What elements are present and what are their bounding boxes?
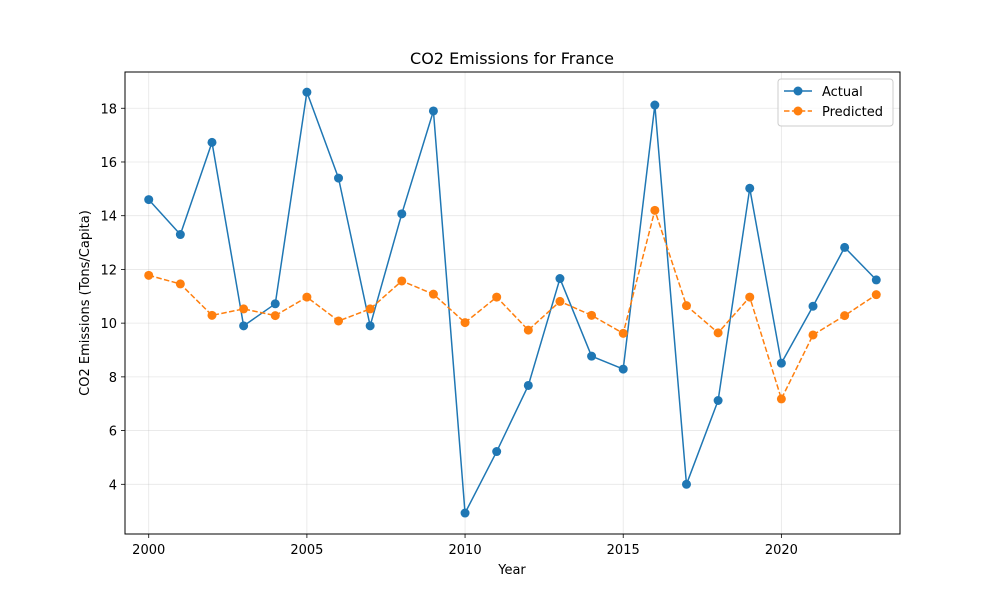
predicted-point [239,304,249,314]
actual-point [397,209,407,219]
actual-point [428,106,438,116]
actual-point [871,275,881,285]
legend: Actual Predicted [777,78,894,127]
predicted-point [397,276,407,286]
predicted-point [555,296,565,306]
predicted-point [871,290,881,300]
y-tick-label: 10 [100,317,117,332]
predicted-point [270,311,280,321]
actual-point [207,137,217,147]
x-tick-label: 2000 [132,543,165,558]
predicted-point [334,316,344,326]
y-tick-label: 4 [109,478,117,493]
predicted-point [650,205,660,215]
y-tick-label: 8 [109,371,117,386]
predicted-series-line [148,209,877,400]
actual-point [175,230,185,240]
actual-point [776,358,786,368]
predicted-point [840,311,850,321]
y-axis-label: CO2 Emissions (Tons/Capita) [78,210,93,396]
actual-point [460,508,470,518]
predicted-point [587,310,597,320]
actual-point [713,396,723,406]
y-tick-label: 6 [109,425,117,440]
actual-point [681,479,691,489]
predicted-point [207,310,217,320]
x-tick-label: 2015 [607,543,640,558]
actual-point [523,380,533,390]
y-tick-label: 16 [100,156,117,171]
predicted-point [776,394,786,404]
predicted-point [302,292,312,302]
y-tick-label: 18 [100,102,117,117]
actual-point [239,321,249,331]
actual-point [618,364,628,374]
series-layer [144,87,881,518]
predicted-point [144,270,154,280]
predicted-point [713,328,723,338]
predicted-point [428,289,438,299]
legend-predicted-marker [793,106,803,116]
grid [125,72,900,534]
predicted-point [618,328,628,338]
x-tick-label: 2005 [290,543,323,558]
y-tick-label: 12 [100,263,117,278]
legend-actual-label: Actual [822,85,863,100]
actual-point [555,274,565,284]
predicted-point [492,292,502,302]
actual-point [587,351,597,361]
actual-point [302,87,312,97]
x-axis-label: Year [497,563,526,578]
actual-point [808,301,818,311]
axes: 2000 2005 2010 2015 2020 4 6 8 10 12 14 16 18 [100,102,797,558]
actual-point [365,321,375,331]
plot-frame [124,71,901,535]
x-tick-label: 2010 [449,543,482,558]
predicted-point [175,279,185,289]
actual-point [334,173,344,183]
predicted-point [365,304,375,314]
legend-predicted-label: Predicted [822,105,883,120]
actual-point [270,299,280,309]
actual-series-line [148,91,877,514]
predicted-point [808,330,818,340]
actual-point [492,447,502,457]
actual-point [745,183,755,193]
actual-point [650,100,660,110]
actual-point [144,195,154,205]
predicted-point [460,318,470,328]
chart-title: CO2 Emissions for France [410,49,614,68]
predicted-point [745,292,755,302]
legend-actual-marker [793,86,803,96]
y-tick-label: 14 [100,210,117,225]
actual-point [840,242,850,252]
predicted-point [523,325,533,335]
predicted-point [681,301,691,311]
x-tick-label: 2020 [765,543,798,558]
